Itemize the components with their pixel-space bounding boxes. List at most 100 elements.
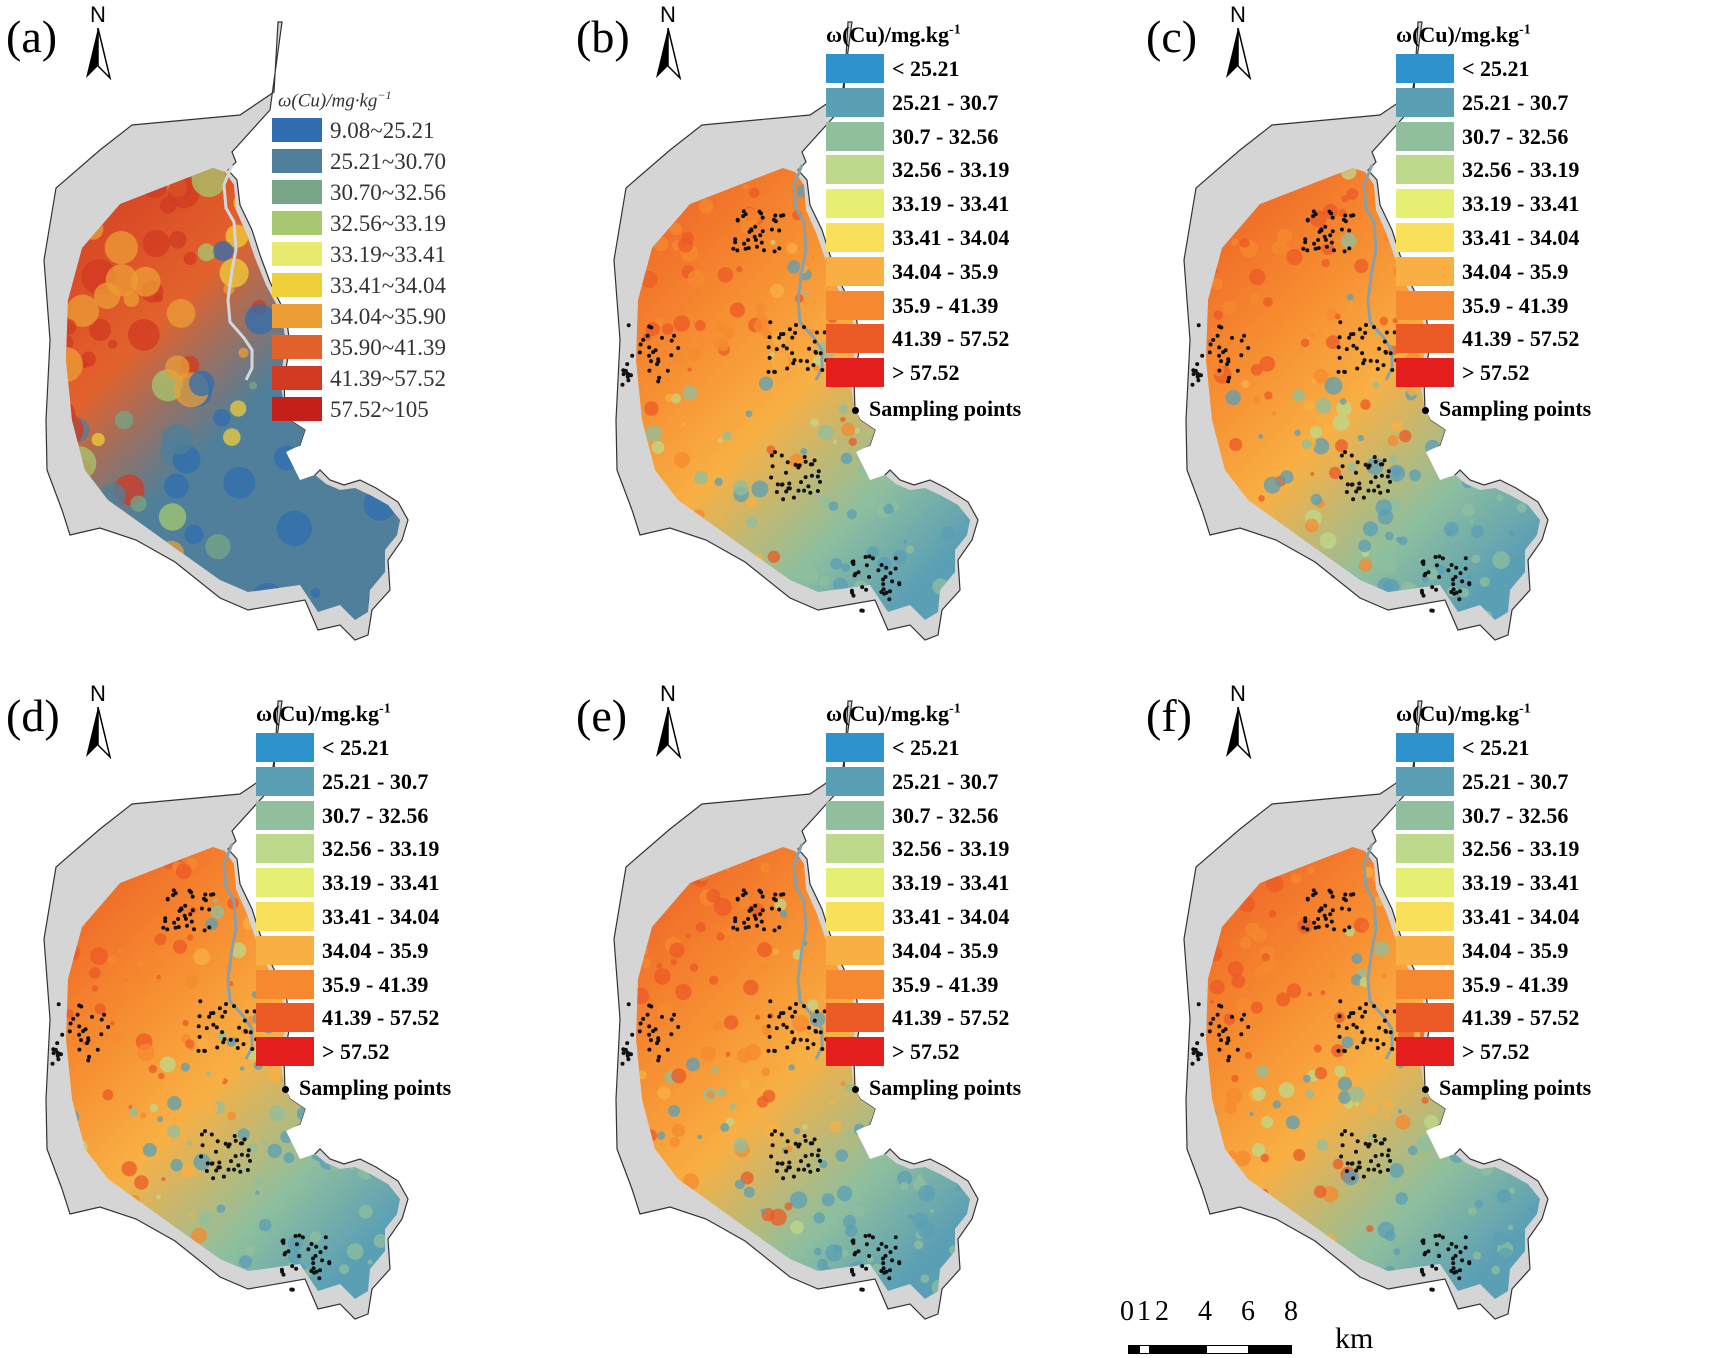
sampling-point [870,1235,875,1240]
legend-label: > 57.52 [1462,1039,1530,1065]
sampling-point [1357,1006,1362,1011]
scale-segment [1163,1345,1206,1354]
legend-swatch [826,733,884,762]
sampling-point [755,244,759,249]
raster-cell [1293,1148,1306,1162]
raster-cell [687,367,692,372]
raster-cell [800,448,808,455]
sampling-point [623,368,628,373]
sampling-point [56,1057,61,1062]
raster-cell [237,1128,250,1141]
sampling-point [71,1016,76,1021]
sampling-point [216,1165,221,1170]
raster-cell [1331,457,1338,464]
raster-cell [683,1258,692,1267]
legend-swatch [826,834,884,864]
sampling-point [165,927,170,932]
legend-label: 33.41~34.04 [330,273,446,298]
sampling-point [1454,1244,1459,1249]
sampling-point [1196,1002,1201,1007]
raster-cell [717,965,736,984]
sampling-point [1467,581,1472,586]
sampling-point [746,238,751,242]
raster-cell [1216,566,1222,573]
legend-label: 35.9 - 41.39 [322,971,429,997]
raster-cell [172,939,187,954]
north-label: N [1230,681,1246,706]
sampling-point [1437,554,1442,559]
raster-cell [746,516,758,528]
raster-cell [973,1033,977,1037]
raster-cell [1312,437,1330,455]
sampling-point [1386,1148,1391,1153]
sampling-point [816,469,821,474]
sampling-point [1191,372,1196,377]
raster-cell [1268,1145,1274,1151]
raster-cell [695,1293,707,1299]
sampling-point [775,482,780,487]
legend-swatch [1396,121,1454,151]
sampling-point [1317,908,1322,913]
north-label: N [1230,2,1246,27]
sampling-point [222,1037,227,1042]
sampling-point [1246,1025,1251,1029]
sampling-point [1344,1169,1349,1173]
sampling-point [297,1254,302,1258]
sampling-point [777,228,782,233]
raster-cell [1258,495,1265,502]
raster-cell [673,352,686,366]
sampling-point [1384,350,1388,355]
sampling-point [1317,229,1322,234]
sampling-point [1235,1047,1240,1052]
sampling-point [1221,1029,1226,1034]
raster-cell [260,417,294,452]
sampling-point [1434,1242,1439,1247]
sampling-point [772,1048,777,1053]
sampling-point [884,1269,889,1274]
sampling-point [1303,237,1308,242]
sampling-point [1344,347,1349,352]
raster-cell [1292,560,1305,573]
raster-cell [274,445,299,471]
raster-cell [185,975,199,989]
raster-cell [1341,1036,1354,1049]
raster-cell [159,1288,177,1299]
raster-cell [1326,309,1338,321]
sampling-point [1337,1014,1342,1019]
raster-cell [622,1188,629,1195]
sampling-point [809,473,814,478]
sampling-point [86,1058,91,1063]
raster-cell [156,974,161,980]
sampling-point [879,563,884,567]
sampling-point [741,209,746,214]
sampling-point [760,229,765,234]
raster-cell [1423,1114,1439,1130]
panel-label: (c) [1146,11,1198,62]
sampling-point [620,1061,625,1066]
raster-cell [100,581,135,616]
raster-cell [830,1120,842,1133]
raster-cell [1334,313,1341,320]
sampling-point [774,1026,779,1031]
legend-title-exponent: -1 [949,701,961,717]
raster-cell [1325,335,1340,349]
raster-cell [58,1219,62,1223]
raster-cell [1280,470,1294,484]
sampling-point [1347,1014,1352,1019]
sampling-point [1385,474,1390,479]
sampling-point [1226,379,1231,384]
sampling-point [815,474,820,479]
sampling-point [1382,458,1387,463]
sampling-point [780,1161,785,1166]
sampling-point [760,908,765,913]
raster-cell [102,1089,114,1101]
raster-cell [1252,396,1260,404]
sampling-point [793,330,798,335]
raster-cell [792,1014,810,1032]
sampling-point [746,917,751,921]
sampling-point [881,1256,885,1261]
raster-cell [245,185,259,199]
sampling-point [1382,1137,1387,1142]
raster-cell [620,1210,633,1223]
sampling-point [860,585,865,590]
